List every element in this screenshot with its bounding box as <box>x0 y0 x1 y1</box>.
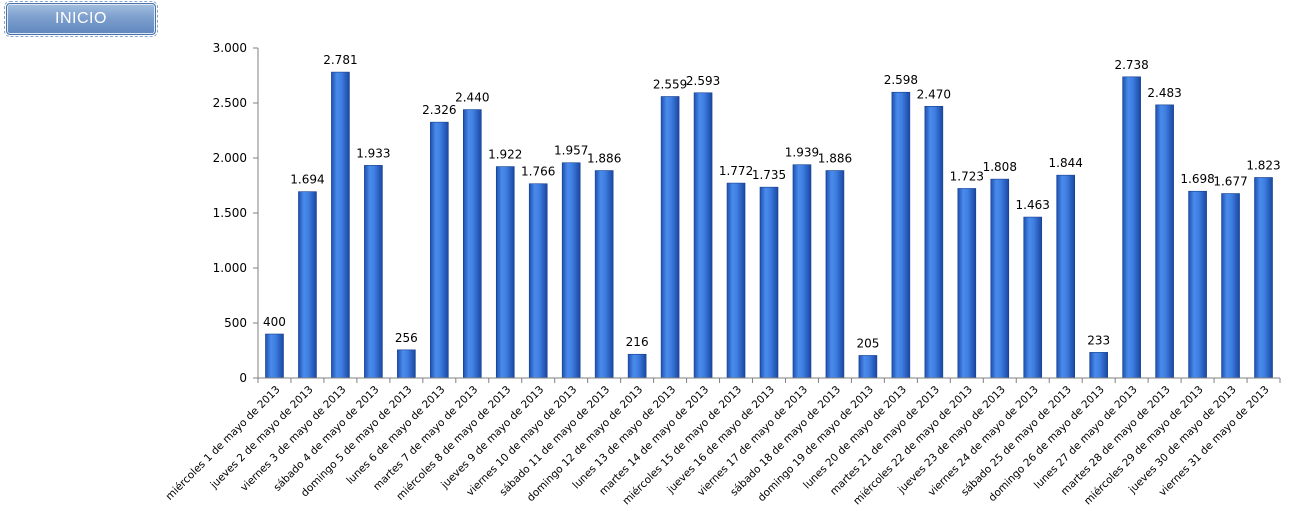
bar <box>693 92 713 379</box>
inicio-button[interactable]: INICIO <box>4 1 158 37</box>
data-label: 2.483 <box>1147 86 1181 100</box>
data-label: 256 <box>395 331 418 345</box>
bar <box>561 162 581 379</box>
data-label: 216 <box>626 335 649 349</box>
bar <box>924 106 944 379</box>
data-label: 1.698 <box>1180 172 1214 186</box>
bar <box>528 183 548 379</box>
data-label: 2.326 <box>422 103 456 117</box>
data-label: 2.470 <box>917 87 951 101</box>
data-label: 1.922 <box>488 148 522 162</box>
bar <box>1089 352 1108 379</box>
data-label: 1.735 <box>752 168 786 182</box>
data-label: 1.823 <box>1246 158 1280 172</box>
bar <box>298 191 317 379</box>
y-tick-label: 3.000 <box>213 41 247 55</box>
bar <box>759 186 779 379</box>
data-label: 1.957 <box>554 144 588 158</box>
bar <box>1122 76 1141 379</box>
y-tick-label: 0 <box>239 371 247 385</box>
data-label: 2.738 <box>1114 58 1148 72</box>
bar <box>1023 216 1043 379</box>
bar <box>957 188 977 379</box>
data-label: 2.593 <box>686 74 720 88</box>
data-label: 1.677 <box>1213 175 1247 189</box>
x-tick-label: miércoles 22 de mayo de 2013 <box>851 384 975 508</box>
y-tick-label: 2.000 <box>213 151 247 165</box>
y-tick-label: 1.500 <box>213 206 247 220</box>
bar <box>594 170 614 379</box>
bar <box>1188 190 1207 379</box>
bar <box>660 96 680 379</box>
data-label: 1.463 <box>1016 198 1050 212</box>
data-label: 2.440 <box>455 91 489 105</box>
data-label: 1.772 <box>719 164 753 178</box>
x-tick-label: miércoles 1 de mayo de 2013 <box>164 384 283 503</box>
bar <box>462 109 482 379</box>
data-label: 1.886 <box>818 152 852 166</box>
x-tick-label: miércoles 15 de mayo de 2013 <box>620 384 744 508</box>
x-tick-label: miércoles 29 de mayo de 2013 <box>1082 384 1206 508</box>
bar <box>990 178 1010 379</box>
bar <box>1155 104 1174 379</box>
bar <box>627 353 647 379</box>
bar <box>891 91 911 379</box>
bar <box>1056 174 1076 379</box>
data-label: 1.766 <box>521 165 555 179</box>
data-label: 2.559 <box>653 78 687 92</box>
y-axis: 0 500 1.000 1.500 2.000 2.500 3.000 <box>213 41 259 385</box>
data-label: 2.781 <box>323 53 357 67</box>
data-label: 1.886 <box>587 152 621 166</box>
bar <box>495 166 515 379</box>
data-label: 1.808 <box>983 160 1017 174</box>
y-tick-label: 2.500 <box>213 96 247 110</box>
data-label: 2.598 <box>884 73 918 87</box>
data-label: 205 <box>856 336 879 350</box>
bar <box>858 355 878 379</box>
bar <box>265 333 284 379</box>
bar <box>726 182 746 379</box>
bar <box>1221 193 1240 379</box>
bar <box>430 121 449 379</box>
data-label: 1.844 <box>1049 156 1083 170</box>
data-label: 1.723 <box>950 169 984 183</box>
data-label: 400 <box>263 315 286 329</box>
bar <box>331 71 350 379</box>
y-tick-label: 500 <box>224 316 247 330</box>
bar <box>792 164 812 379</box>
y-tick-label: 1.000 <box>213 261 247 275</box>
bar <box>1254 177 1273 379</box>
bar <box>397 349 416 379</box>
data-label: 233 <box>1087 333 1110 347</box>
data-label: 1.939 <box>785 146 819 160</box>
data-label: 1.933 <box>356 146 390 160</box>
bar <box>825 170 845 379</box>
data-label: 1.694 <box>290 173 324 187</box>
bar <box>364 165 383 379</box>
